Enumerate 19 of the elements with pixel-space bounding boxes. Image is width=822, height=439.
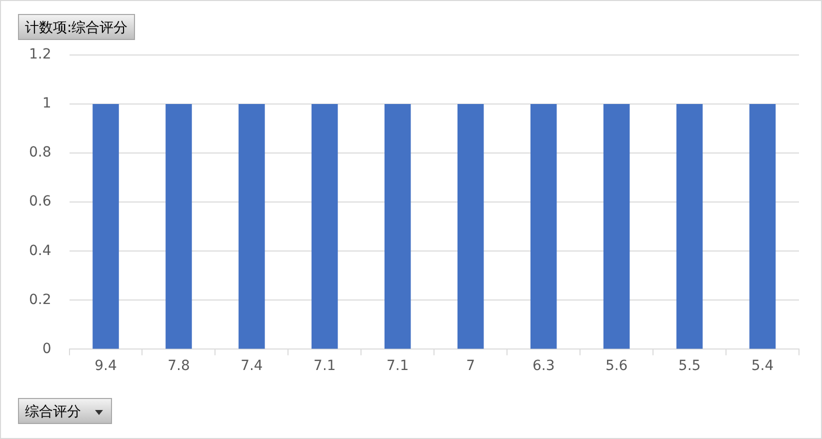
x-axis-title: 综合评分 bbox=[25, 403, 81, 422]
y-tick-label: 1 bbox=[42, 96, 52, 112]
x-tick-label: 6.3 bbox=[532, 358, 555, 374]
y-tick-label: 0.6 bbox=[29, 194, 52, 210]
y-tick-label: 0 bbox=[42, 340, 52, 357]
x-tick-label: 7 bbox=[466, 358, 476, 374]
x-tick-label: 7.8 bbox=[168, 358, 190, 374]
x-tick-label: 9.4 bbox=[94, 358, 117, 374]
chart-title: 计数项:综合评分 bbox=[18, 14, 135, 40]
y-tick-label: 1.2 bbox=[29, 46, 52, 63]
y-tick-label: 0.4 bbox=[29, 242, 52, 259]
x-tick-label: 5.5 bbox=[678, 358, 701, 374]
x-tick-label: 5.6 bbox=[605, 358, 628, 374]
y-tick-label: 0.2 bbox=[29, 292, 52, 308]
x-tick-label: 5.4 bbox=[751, 358, 774, 374]
x-tick-label: 7.4 bbox=[240, 358, 263, 374]
x-tick-label: 7.1 bbox=[314, 358, 336, 374]
x-tick-label: 7.1 bbox=[386, 358, 409, 374]
y-tick-label: 0.8 bbox=[29, 144, 52, 161]
